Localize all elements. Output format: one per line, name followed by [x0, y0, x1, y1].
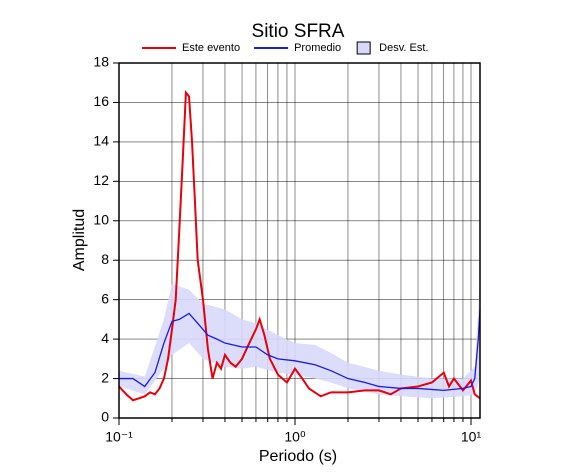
x-tick-label: 10⁰ — [284, 429, 306, 445]
y-tick-label: 4 — [101, 330, 109, 346]
x-tick-label: 10⁻¹ — [105, 429, 133, 445]
x-axis-label: Periodo (s) — [259, 448, 337, 465]
legend-swatch — [356, 41, 371, 55]
y-axis-label: Amplitud — [71, 209, 88, 271]
legend-label: Este evento — [182, 42, 240, 54]
y-tick-label: 6 — [101, 290, 109, 306]
series-line — [119, 309, 481, 392]
y-tick-label: 12 — [93, 172, 109, 188]
y-tick-label: 14 — [93, 133, 109, 149]
std-band — [119, 279, 480, 399]
y-tick-label: 10 — [93, 211, 109, 227]
y-tick-label: 2 — [101, 369, 109, 385]
chart-title: Sitio SFRA — [252, 21, 345, 42]
y-tick-label: 18 — [93, 54, 109, 70]
x-tick-label: 10¹ — [461, 429, 482, 445]
y-tick-label: 8 — [101, 251, 109, 267]
plot-frame — [118, 62, 481, 419]
legend-label: Desv. Est. — [379, 42, 428, 54]
legend-label: Promedio — [294, 42, 341, 54]
y-tick-label: 16 — [93, 93, 109, 109]
y-tick-label: 0 — [101, 409, 109, 425]
